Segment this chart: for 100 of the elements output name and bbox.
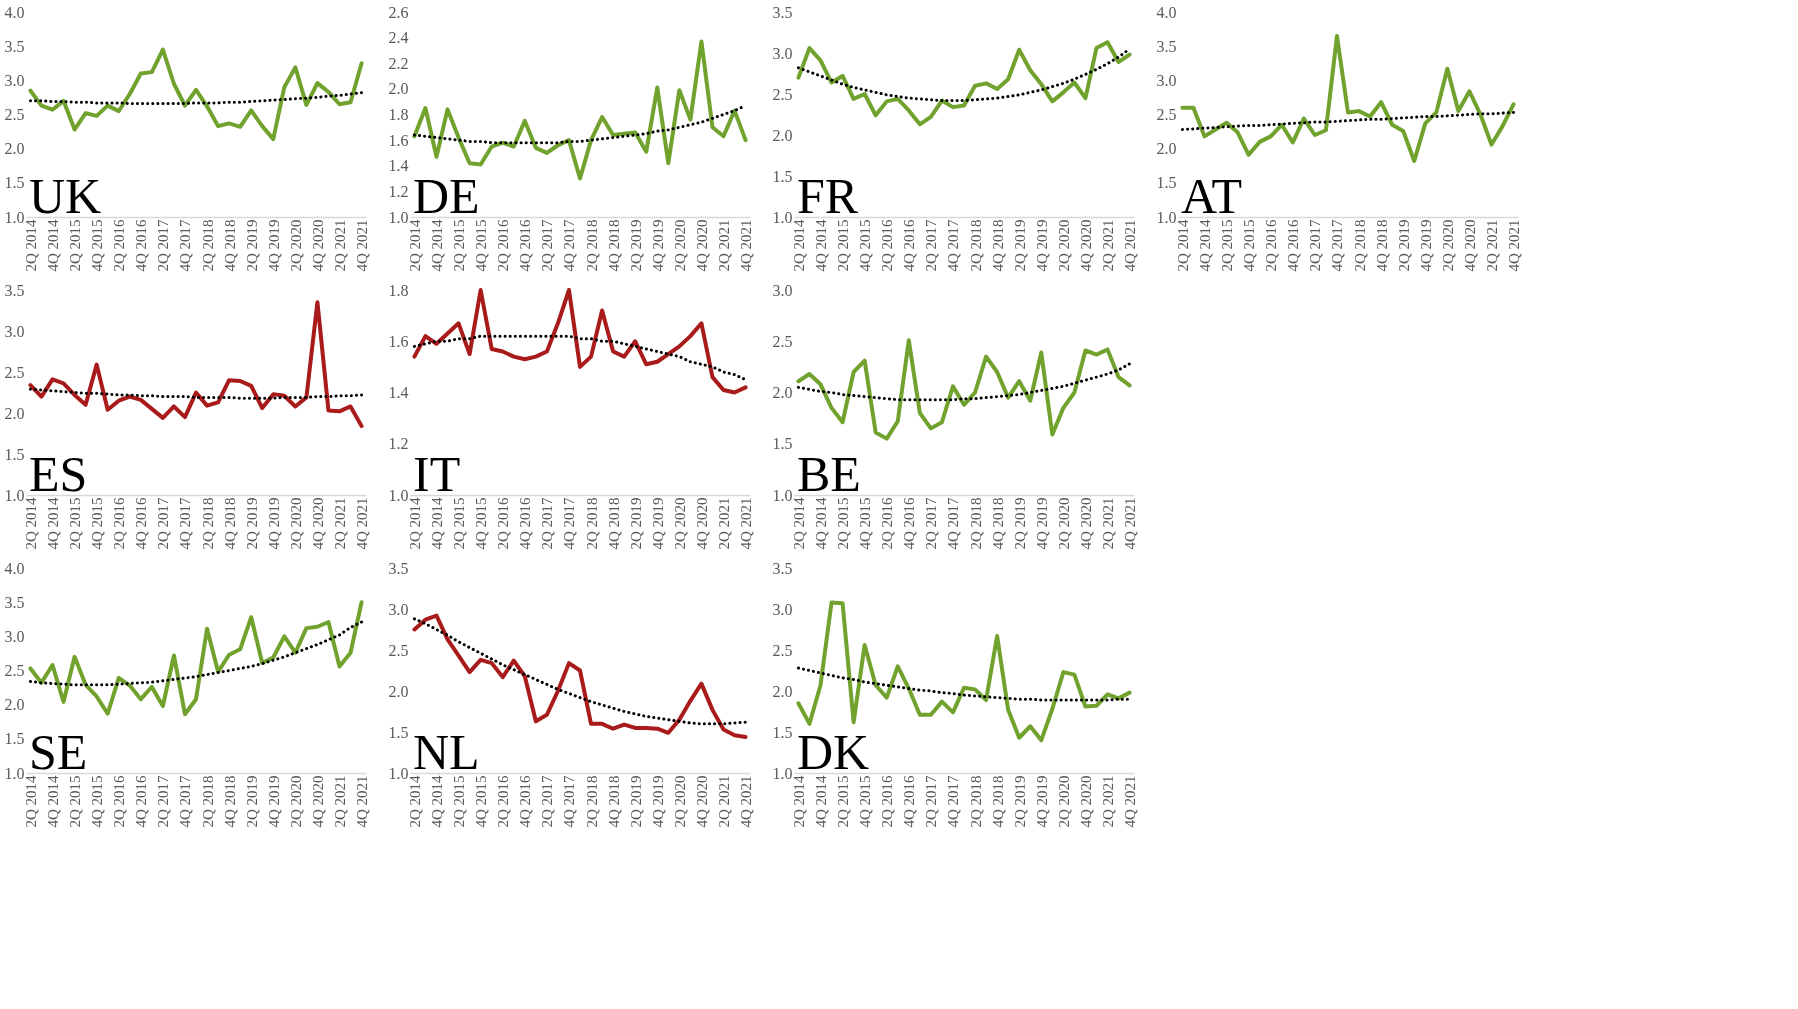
x-tick-label: 4Q 2020 xyxy=(309,497,326,550)
x-tick-label: 2Q 2016 xyxy=(1263,219,1280,272)
y-tick-label: 1.5 xyxy=(1156,174,1177,192)
line-series xyxy=(28,300,364,429)
x-tick-label: 2Q 2020 xyxy=(1439,219,1456,272)
x-tick-label: 2Q 2018 xyxy=(583,219,600,272)
x-tick-label: 4Q 2016 xyxy=(1285,219,1302,272)
x-tick-label: 2Q 2021 xyxy=(332,219,349,272)
line-series xyxy=(1180,110,1516,132)
x-tick-label: 4Q 2018 xyxy=(605,219,622,272)
y-tick-label: 3.0 xyxy=(4,71,25,89)
y-tick-label: 2.5 xyxy=(4,662,25,679)
line-series xyxy=(28,91,364,106)
x-tick-label: 4Q 2020 xyxy=(1077,775,1094,828)
x-tick-label: 2Q 2017 xyxy=(923,775,940,828)
x-tick-label: 4Q 2015 xyxy=(473,219,490,272)
x-tick-label: 4Q 2018 xyxy=(989,775,1006,828)
x-tick-label: 2Q 2019 xyxy=(243,497,260,550)
y-tick-label: 3.5 xyxy=(388,559,409,577)
y-tick-label: 1.8 xyxy=(388,106,409,123)
x-tick-label: 4Q 2014 xyxy=(428,775,445,828)
x-tick-label: 4Q 2019 xyxy=(649,497,666,550)
line-series xyxy=(412,334,748,382)
y-tick-label: 2.0 xyxy=(4,140,25,158)
y-tick-label: 2.0 xyxy=(1156,140,1177,158)
x-tick-label: 4Q 2016 xyxy=(517,775,534,828)
x-tick-label: 4Q 2018 xyxy=(989,497,1006,550)
x-tick-label: 4Q 2021 xyxy=(1506,219,1523,272)
y-tick-label: 1.6 xyxy=(388,332,409,350)
y-tick-label: 2.0 xyxy=(388,80,409,98)
x-tick-label: 4Q 2020 xyxy=(693,775,710,828)
x-tick-label: 4Q 2018 xyxy=(221,775,238,828)
line-series xyxy=(796,338,1132,441)
y-tick-label: 4.0 xyxy=(4,3,25,21)
y-tick-label: 2.0 xyxy=(772,682,793,700)
x-tick-label: 4Q 2015 xyxy=(857,775,874,828)
x-tick-label: 2Q 2018 xyxy=(967,497,984,550)
y-tick-label: 3.0 xyxy=(1156,71,1177,89)
y-tick-label: 3.5 xyxy=(772,559,793,577)
x-tick-label: 2Q 2020 xyxy=(287,775,304,828)
x-tick-label: 2Q 2017 xyxy=(923,219,940,272)
x-tick-label: 4Q 2014 xyxy=(44,497,61,550)
line-series xyxy=(28,620,364,687)
line-series xyxy=(796,362,1132,402)
x-tick-label: 4Q 2020 xyxy=(693,219,710,272)
x-tick-label: 2Q 2021 xyxy=(716,497,733,550)
x-tick-label: 2Q 2020 xyxy=(1055,219,1072,272)
y-tick-label: 2.0 xyxy=(772,384,793,401)
x-tick-label: 4Q 2018 xyxy=(989,219,1006,272)
x-tick-label: 2Q 2021 xyxy=(716,775,733,828)
y-tick-label: 3.0 xyxy=(388,600,409,618)
x-tick-label: 4Q 2014 xyxy=(44,219,61,272)
y-tick-label: 1.4 xyxy=(388,157,409,175)
y-tick-label: 2.0 xyxy=(4,696,25,714)
x-tick-label: 2Q 2020 xyxy=(671,775,688,828)
y-tick-label: 1.0 xyxy=(4,764,25,782)
x-tick-label: 2Q 2016 xyxy=(879,219,896,272)
x-tick-label: 4Q 2020 xyxy=(1077,219,1094,272)
y-tick-label: 1.0 xyxy=(388,486,409,504)
y-tick-label: 3.5 xyxy=(1156,37,1177,55)
x-tick-label: 2Q 2021 xyxy=(332,497,349,550)
x-tick-label: 4Q 2021 xyxy=(1122,497,1139,550)
x-tick-label: 4Q 2021 xyxy=(1122,219,1139,272)
x-tick-label: 4Q 2015 xyxy=(473,775,490,828)
x-tick-label: 2Q 2015 xyxy=(67,775,84,828)
x-tick-label: 4Q 2019 xyxy=(265,219,282,272)
x-tick-label: 4Q 2016 xyxy=(517,497,534,550)
x-tick-label: 2Q 2019 xyxy=(627,219,644,272)
x-tick-label: 4Q 2015 xyxy=(89,497,106,550)
x-tick-label: 2Q 2017 xyxy=(1307,219,1324,272)
y-tick-label: 2.2 xyxy=(388,54,409,72)
y-tick-label: 1.0 xyxy=(4,208,25,226)
y-tick-label: 1.0 xyxy=(772,208,793,226)
x-tick-label: 2Q 2018 xyxy=(967,775,984,828)
y-tick-label: 1.2 xyxy=(388,182,409,200)
x-tick-label: 4Q 2020 xyxy=(693,497,710,550)
line-series xyxy=(796,40,1132,127)
y-tick-label: 1.2 xyxy=(388,435,409,453)
y-tick-label: 1.0 xyxy=(772,486,793,504)
x-tick-label: 2Q 2015 xyxy=(1219,219,1236,272)
x-tick-label: 4Q 2020 xyxy=(1461,219,1478,272)
x-tick-label: 2Q 2020 xyxy=(671,497,688,550)
x-tick-label: 4Q 2019 xyxy=(649,219,666,272)
y-tick-label: 2.4 xyxy=(388,29,409,47)
x-tick-label: 4Q 2017 xyxy=(177,219,194,272)
x-tick-label: 4Q 2020 xyxy=(309,775,326,828)
y-tick-label: 2.0 xyxy=(388,682,409,700)
y-tick-label: 1.6 xyxy=(388,131,409,149)
x-tick-label: 2Q 2021 xyxy=(1100,775,1117,828)
x-tick-label: 4Q 2019 xyxy=(1033,219,1050,272)
y-tick-label: 4.0 xyxy=(4,559,25,577)
x-tick-label: 4Q 2014 xyxy=(1196,219,1213,272)
x-tick-label: 4Q 2016 xyxy=(901,497,918,550)
x-tick-label: 4Q 2019 xyxy=(1033,775,1050,828)
x-tick-label: 4Q 2017 xyxy=(945,775,962,828)
x-tick-label: 4Q 2019 xyxy=(1417,219,1434,272)
x-tick-label: 4Q 2015 xyxy=(89,219,106,272)
x-tick-label: 2Q 2019 xyxy=(1011,219,1028,272)
y-tick-label: 1.0 xyxy=(388,764,409,782)
y-tick-label: 1.5 xyxy=(4,730,25,748)
